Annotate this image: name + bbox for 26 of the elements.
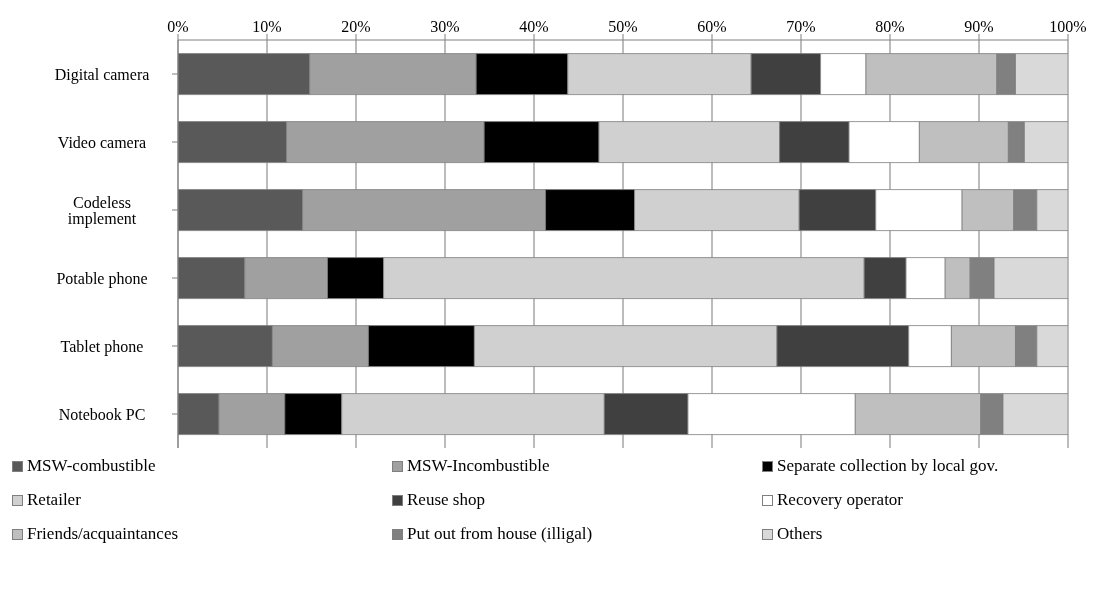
x-tick-label: 30%: [430, 18, 460, 35]
y-tick-label: Digital camera: [54, 65, 150, 84]
x-tick-label: 0%: [167, 18, 189, 35]
x-tick-label: 70%: [786, 18, 816, 35]
x-tick-label: 100%: [1049, 18, 1087, 35]
x-tick-label: 80%: [875, 18, 905, 35]
x-tick-label: 60%: [697, 18, 727, 35]
legend-label: MSW-Incombustible: [407, 456, 550, 476]
x-tick-label: 90%: [964, 18, 994, 35]
legend-label: Reuse shop: [407, 490, 485, 510]
legend-label: Separate collection by local gov.: [777, 456, 999, 476]
x-tick-label: 10%: [252, 18, 282, 35]
legend-label: Others: [777, 524, 823, 544]
x-tick-label: 50%: [608, 18, 638, 35]
legend-label: MSW-combustible: [27, 456, 156, 476]
legend-label: Friends/acquaintances: [27, 524, 179, 544]
y-tick-label: Codeless implement: [67, 193, 137, 228]
legend-label: Put out from house (illigal): [407, 524, 593, 544]
y-tick-label: Potable phone: [56, 269, 148, 288]
legend-label: Recovery operator: [777, 490, 904, 510]
x-tick-label: 20%: [341, 18, 371, 35]
y-tick-label: Tablet phone: [60, 337, 144, 356]
x-tick-label: 40%: [519, 18, 549, 35]
y-tick-label: Video camera: [57, 133, 147, 151]
y-tick-label: Notebook PC: [58, 405, 146, 423]
legend-label: Retailer: [27, 490, 81, 510]
